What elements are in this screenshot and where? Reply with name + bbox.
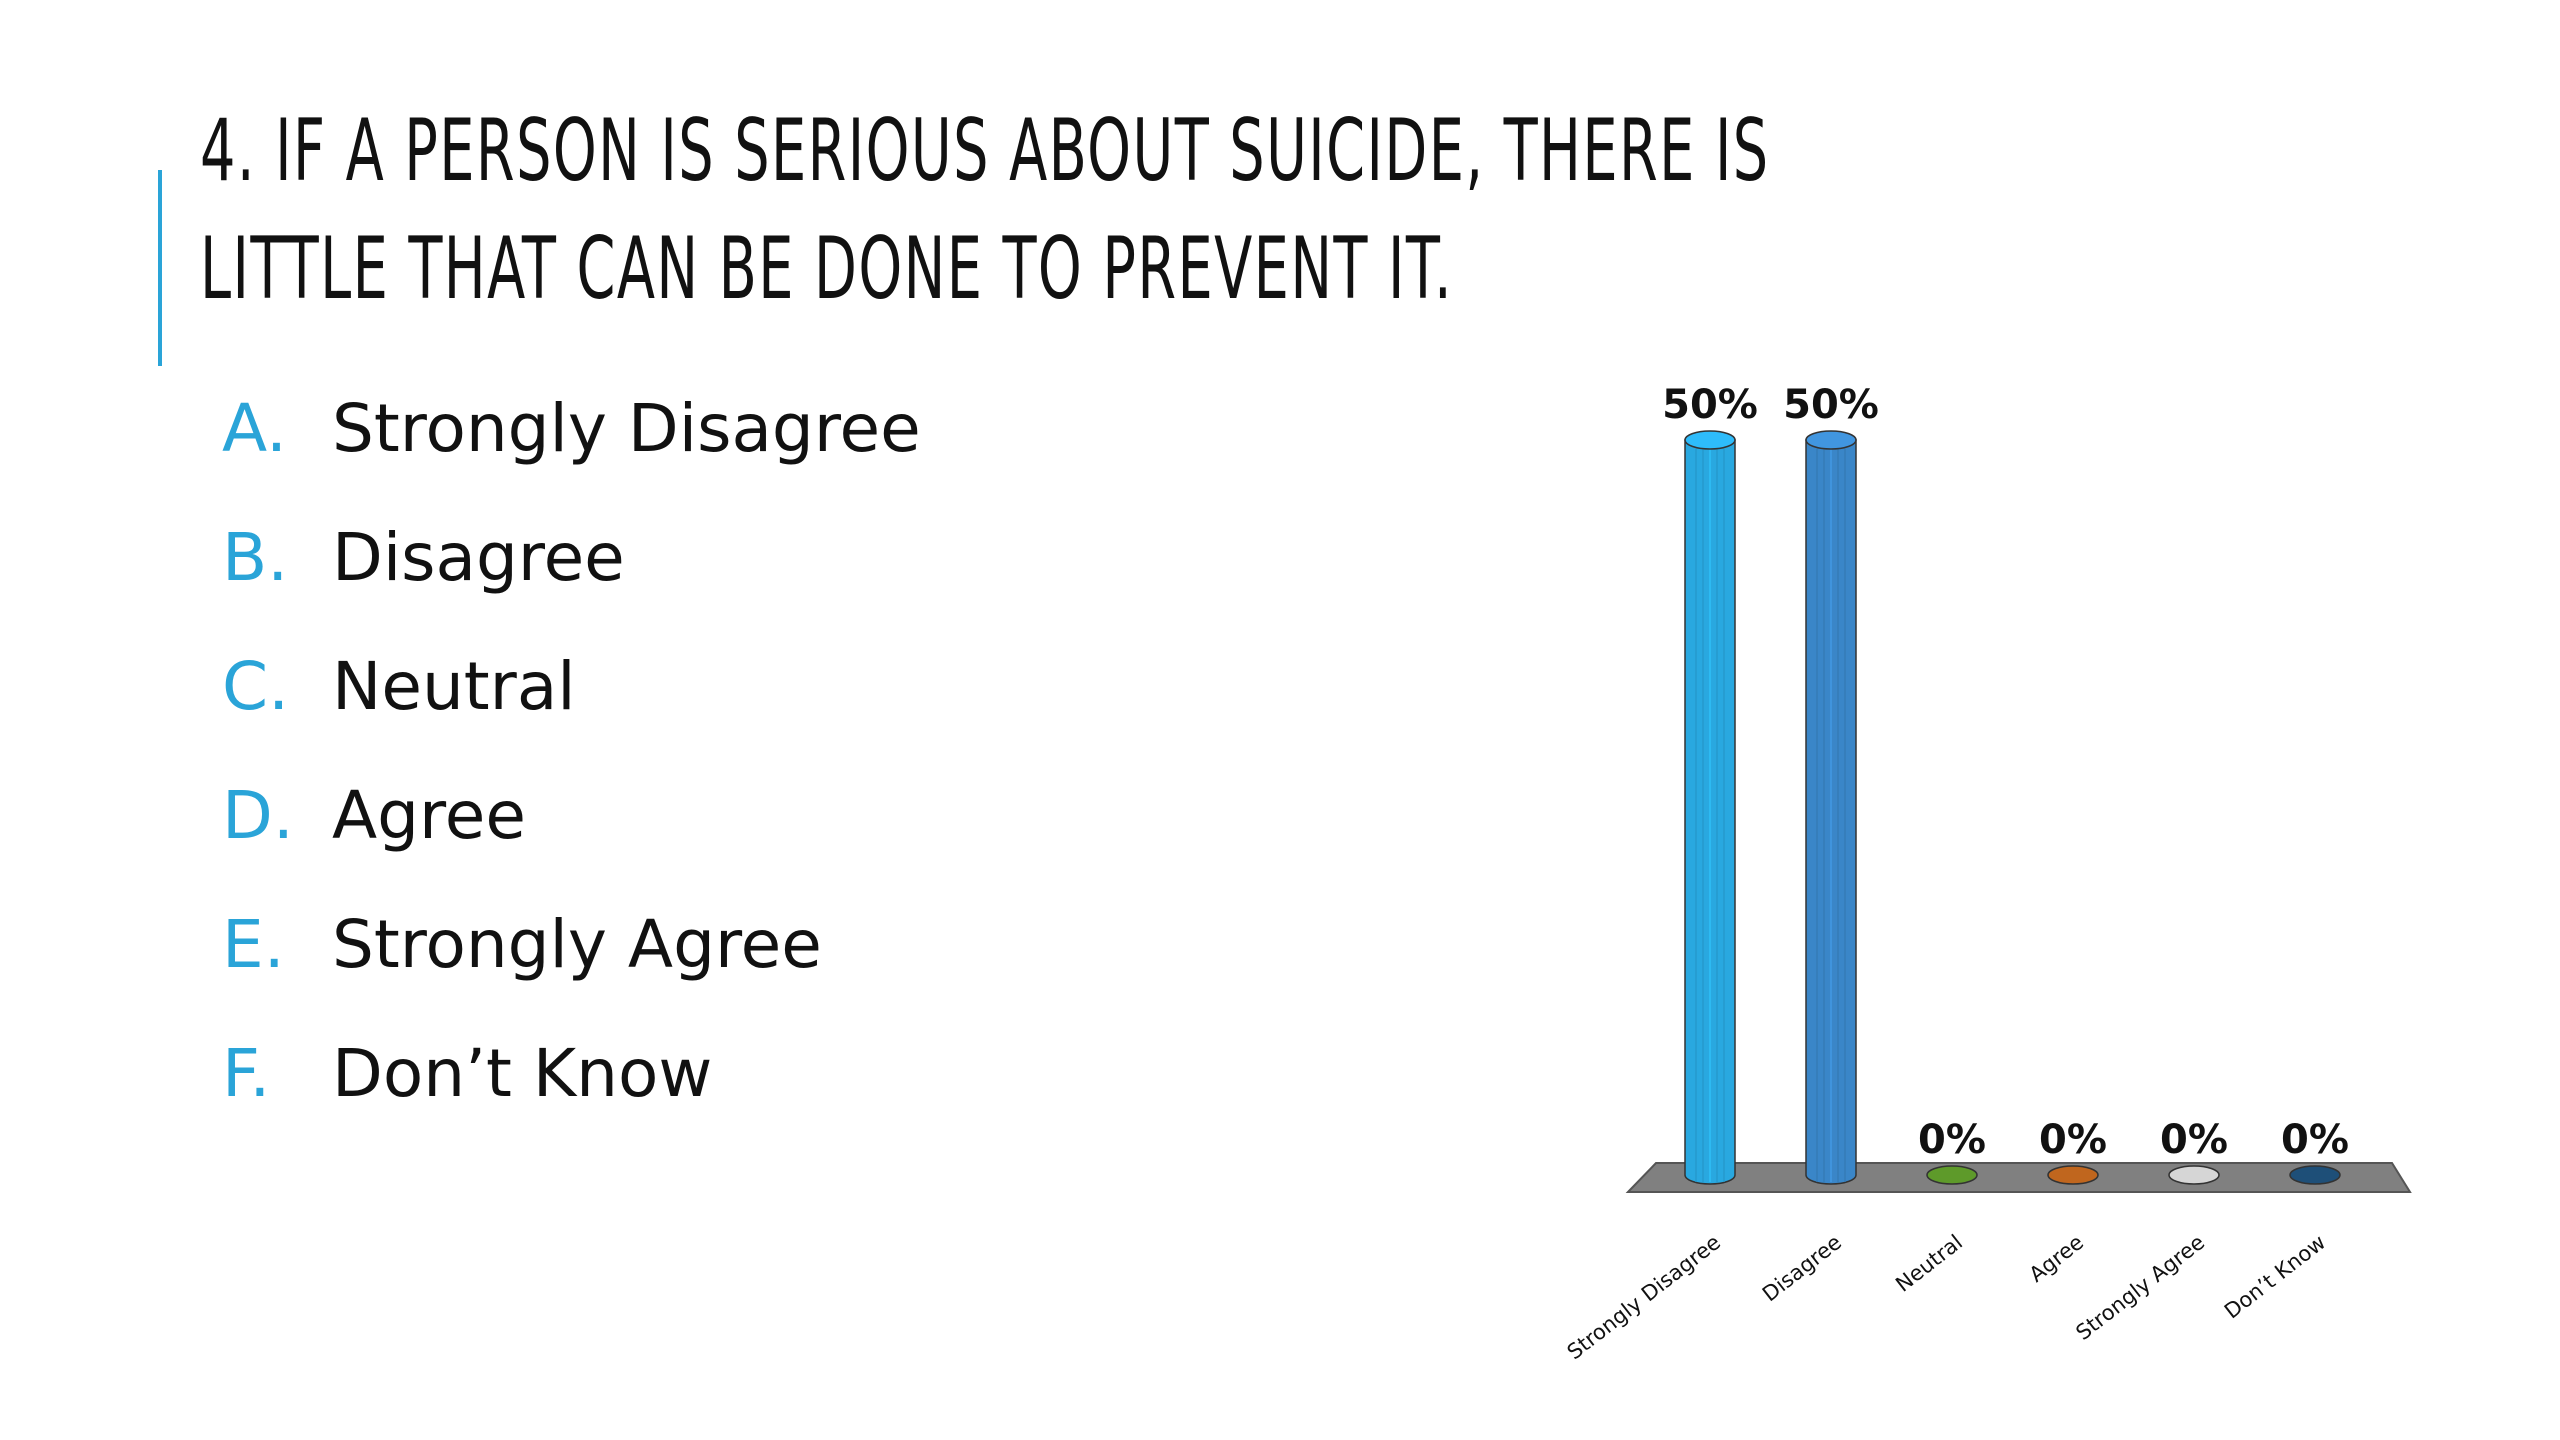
option-text: Disagree [332,519,625,596]
option-e: E. Strongly Agree [222,900,921,1029]
bar-5 [2168,1165,2220,1185]
category-label: Don’t Know [2220,1230,2330,1323]
bar-3 [1926,1165,1978,1185]
bar-value-label: 0% [1918,1117,1986,1163]
bar-value-label: 0% [2039,1117,2107,1163]
option-b: B. Disagree [222,513,921,642]
title-accent-bar [158,170,162,366]
option-letter: D. [222,777,294,854]
bar-value-label: 0% [2281,1117,2349,1163]
bar-6 [2289,1165,2341,1185]
option-letter: B. [222,519,289,596]
option-a: A. Strongly Disagree [222,384,921,513]
option-letter: A. [222,390,287,467]
option-text: Don’t Know [332,1035,713,1112]
option-letter: F. [222,1035,271,1112]
category-label: Strongly Disagree [1563,1230,1725,1364]
bar-value-label: 0% [2160,1117,2228,1163]
slide-title-line-2: LITTLE THAT CAN BE DONE TO PREVENT IT. [200,219,1454,319]
option-text: Strongly Agree [332,906,822,983]
bar-1-top [1684,430,1736,450]
results-chart-svg: 50% Strongly Disagree 50% Disagree 0% Neutral… [1563,382,2412,1364]
bar-4 [2047,1165,2099,1185]
category-label: Neutral [1891,1230,1967,1297]
slide-title-line-1: 4. IF A PERSON IS SERIOUS ABOUT SUICIDE,… [200,101,1770,201]
option-text: Neutral [332,648,576,725]
bar-2-top [1805,430,1857,450]
bar-value-label: 50% [1662,382,1758,428]
slide-title: 4. IF A PERSON IS SERIOUS ABOUT SUICIDE,… [200,92,1820,328]
category-label: Disagree [1758,1230,1846,1306]
option-f: F. Don’t Know [222,1029,921,1158]
option-letter: C. [222,648,290,725]
option-d: D. Agree [222,771,921,900]
option-text: Agree [332,777,526,854]
category-label: Strongly Agree [2071,1230,2209,1345]
bar-value-label: 50% [1783,382,1879,428]
answer-options-list: A. Strongly Disagree B. Disagree C. Neut… [222,384,921,1158]
category-label: Agree [2025,1230,2088,1287]
option-text: Strongly Disagree [332,390,921,467]
option-letter: E. [222,906,285,983]
option-c: C. Neutral [222,642,921,771]
results-chart: 50% Strongly Disagree 50% Disagree 0% Neutral… [1480,360,2420,1400]
